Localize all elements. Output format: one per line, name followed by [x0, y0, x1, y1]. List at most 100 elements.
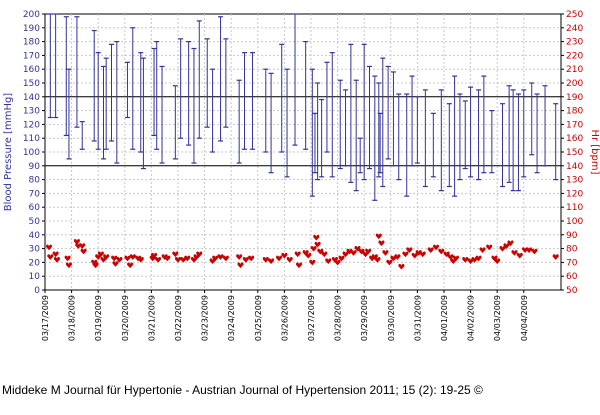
hr-point: [248, 255, 255, 262]
chart: 0 10 20 30 40 50 60 70 80 90 100 110 120 130 140 150 160…: [3, 10, 600, 341]
hr-point: [73, 239, 80, 245]
hr-point: [475, 255, 482, 262]
hr-point: [499, 245, 506, 252]
hr-point: [217, 254, 224, 260]
y-tick-label-left: 60: [29, 203, 41, 213]
y-tick-label-right: 160: [566, 134, 583, 144]
y-tick-label-left: 110: [23, 134, 40, 144]
hr-point: [97, 251, 104, 258]
x-tick-label: 03/31/2009: [413, 295, 422, 341]
x-tick-label: 04/02/2009: [467, 295, 476, 341]
hr-point: [402, 251, 409, 258]
hr-point: [486, 244, 493, 251]
y-tick-label-right: 200: [566, 79, 583, 89]
hr-point: [516, 252, 523, 259]
hr-point: [386, 259, 393, 266]
y-tick-label-right: 60: [566, 272, 578, 282]
y-tick-label-right: 220: [566, 51, 583, 61]
hr-point: [47, 254, 54, 260]
y-tick-label-left: 0: [34, 286, 40, 296]
y-tick-label-right: 190: [566, 93, 583, 103]
hr-point: [317, 248, 324, 255]
y-tick-label-right: 250: [566, 10, 583, 20]
hr-point: [531, 248, 538, 255]
hr-point: [52, 251, 59, 258]
x-tick-label: 03/17/2009: [41, 295, 50, 341]
hr-point: [112, 261, 119, 267]
y-tick-label-left: 30: [29, 245, 41, 255]
x-tick-label: 03/27/2009: [307, 295, 316, 341]
y-tick-label-left: 50: [29, 217, 41, 227]
hr-point: [164, 255, 171, 262]
x-tick-label: 03/20/2009: [121, 295, 130, 341]
hr-point: [127, 262, 134, 269]
x-tick-label: 04/04/2009: [520, 295, 529, 341]
hr-point: [398, 263, 405, 270]
bp-series: [47, 13, 559, 201]
hr-point: [382, 250, 389, 256]
x-tick-label: 03/28/2009: [334, 295, 343, 341]
right-axis-ticks: 50 60 70 80 90 100 110 120 130 140 150 160 170 180 190…: [561, 10, 583, 296]
hr-point: [309, 259, 316, 266]
hr-point: [80, 248, 87, 255]
y-tick-label-right: 150: [566, 148, 583, 158]
x-tick-label: 03/24/2009: [227, 295, 236, 341]
y-tick-label-right: 50: [566, 286, 578, 296]
hr-point: [338, 255, 345, 262]
y-tick-label-right: 140: [566, 162, 583, 172]
x-tick-label: 03/25/2009: [254, 295, 263, 341]
hr-point: [111, 255, 118, 262]
y-tick-label-left: 70: [29, 189, 41, 199]
hr-point: [79, 243, 86, 249]
hr-point: [427, 247, 434, 253]
x-tick-label: 03/26/2009: [280, 295, 289, 341]
hr-point: [313, 234, 320, 241]
hr-point: [511, 250, 518, 256]
y-tick-label-right: 90: [566, 231, 578, 241]
y-tick-label-left: 150: [23, 79, 40, 89]
hr-point: [155, 256, 162, 263]
hr-point: [346, 248, 353, 255]
hr-series: [45, 233, 559, 270]
hr-point: [411, 252, 418, 259]
hr-point: [91, 259, 98, 266]
hr-point: [375, 233, 382, 240]
hr-point: [526, 247, 533, 253]
y-tick-label-right: 230: [566, 38, 583, 48]
x-tick-label: 03/19/2009: [94, 295, 103, 341]
y-axis-label-left: Blood Pressure [mmHg]: [3, 93, 14, 212]
hr-point: [137, 256, 144, 263]
figure-caption: Middeke M Journal für Hypertonie - Austr…: [2, 383, 483, 397]
hr-point: [321, 251, 328, 258]
hr-point: [65, 262, 72, 269]
hr-point: [237, 262, 244, 269]
hr-point: [281, 252, 288, 259]
y-tick-label-left: 160: [23, 65, 40, 75]
y-tick-label-right: 80: [566, 245, 578, 255]
y-tick-label-right: 130: [566, 176, 583, 186]
hr-point: [438, 248, 445, 255]
y-tick-label-left: 190: [23, 24, 40, 34]
hr-point: [172, 251, 179, 258]
hr-point: [302, 250, 309, 256]
hr-point: [103, 254, 110, 260]
hr-point: [406, 247, 413, 253]
hr-point: [552, 254, 559, 260]
reference-lines: [45, 96, 561, 167]
hr-point: [350, 250, 357, 256]
hr-point: [184, 255, 191, 262]
y-tick-label-right: 110: [566, 203, 583, 213]
hr-point: [507, 240, 514, 247]
y-tick-label-left: 80: [29, 176, 41, 186]
hr-point: [365, 248, 372, 255]
y-tick-label-left: 180: [23, 38, 40, 48]
y-tick-label-left: 20: [29, 258, 41, 268]
hr-point: [394, 254, 401, 260]
hr-point: [503, 243, 510, 249]
hr-point: [374, 256, 381, 263]
y-tick-label-left: 130: [23, 107, 40, 117]
hr-point: [342, 251, 349, 258]
y-tick-label-left: 100: [23, 148, 40, 158]
y-tick-label-left: 90: [29, 162, 41, 172]
x-tick-label: 03/29/2009: [360, 295, 369, 341]
